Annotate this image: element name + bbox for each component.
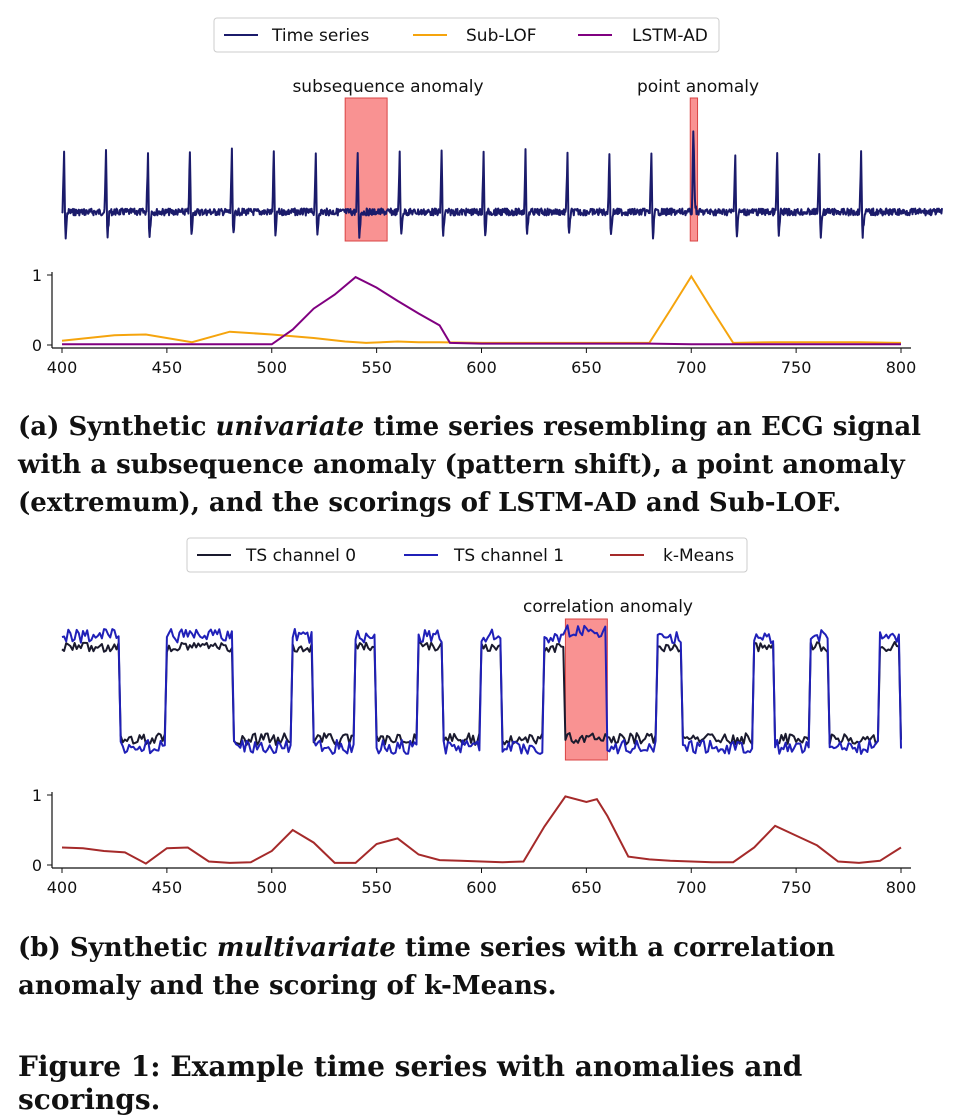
figure-caption: Figure 1: Example time series with anoma… bbox=[18, 1050, 803, 1116]
series-k-means bbox=[61, 795, 902, 865]
y-tick-label: 1 bbox=[32, 786, 42, 805]
caption-b-italic: multivariate bbox=[216, 933, 396, 963]
legend-a-sub-lof: Sub-LOF bbox=[466, 26, 537, 46]
y-tick-label: 0 bbox=[32, 856, 42, 875]
legend-b-ts-channel-1: TS channel 1 bbox=[453, 546, 564, 566]
axes-a: 400 450 500 550 600 650 700 750 800 0 1 bbox=[32, 266, 916, 377]
x-tick-label: 600 bbox=[466, 358, 497, 377]
series-time-series bbox=[61, 130, 944, 240]
legend-a: Time series Sub-LOF LSTM-AD bbox=[213, 17, 720, 53]
x-tick-label: 650 bbox=[571, 878, 602, 897]
y-tick-label: 1 bbox=[32, 266, 42, 285]
x-tick-label: 550 bbox=[361, 878, 392, 897]
axes-b: 400 450 500 550 600 650 700 750 800 0 1 bbox=[32, 786, 916, 897]
x-tick-label: 750 bbox=[781, 878, 812, 897]
caption-b-rest: time series with a correlation anomaly a… bbox=[18, 933, 836, 1001]
legend-b-ts-channel-0: TS channel 0 bbox=[245, 546, 356, 566]
series-sub-lof bbox=[61, 274, 902, 344]
legend-a-frame bbox=[213, 17, 720, 53]
x-tick-label: 450 bbox=[152, 358, 183, 377]
x-tick-label: 700 bbox=[676, 358, 707, 377]
x-tick-label: 750 bbox=[781, 358, 812, 377]
caption-b-prefix: (b) Synthetic bbox=[18, 933, 217, 963]
annotation-correlation-anomaly: correlation anomaly bbox=[523, 597, 693, 617]
x-tick-label: 700 bbox=[676, 878, 707, 897]
x-tick-label: 450 bbox=[152, 878, 183, 897]
caption-b: (b) Synthetic multivariate time series w… bbox=[18, 929, 938, 1005]
legend-a-lstm-ad: LSTM-AD bbox=[632, 26, 708, 46]
annotation-point-anomaly: point anomaly bbox=[637, 77, 759, 97]
x-tick-label: 800 bbox=[886, 878, 917, 897]
x-tick-label: 500 bbox=[256, 878, 287, 897]
x-tick-label: 550 bbox=[361, 358, 392, 377]
series-lstm-ad bbox=[62, 275, 901, 346]
caption-a-rest: time series resembling an ECG signal wit… bbox=[18, 412, 922, 518]
legend-b-frame bbox=[186, 537, 748, 573]
anomaly-region-subsequence bbox=[344, 97, 388, 242]
caption-a-italic: univariate bbox=[215, 412, 365, 442]
legend-b-k-means: k-Means bbox=[663, 546, 734, 566]
x-tick-label: 500 bbox=[256, 358, 287, 377]
x-tick-label: 400 bbox=[47, 358, 78, 377]
chart-a: Time series Sub-LOF LSTM-AD subsequence … bbox=[32, 17, 944, 377]
annotation-subsequence-anomaly: subsequence anomaly bbox=[292, 77, 483, 97]
x-tick-label: 650 bbox=[571, 358, 602, 377]
y-tick-label: 0 bbox=[32, 336, 42, 355]
x-tick-label: 400 bbox=[47, 878, 78, 897]
caption-a-prefix: (a) Synthetic bbox=[18, 412, 216, 442]
series-ts-channel-1 bbox=[61, 624, 902, 755]
legend-b: TS channel 0 TS channel 1 k-Means bbox=[186, 537, 748, 573]
caption-a: (a) Synthetic univariate time series res… bbox=[18, 408, 938, 522]
chart-b: TS channel 0 TS channel 1 k-Means correl… bbox=[32, 537, 916, 897]
legend-a-time-series: Time series bbox=[271, 26, 369, 46]
x-tick-label: 800 bbox=[886, 358, 917, 377]
x-tick-label: 600 bbox=[466, 878, 497, 897]
